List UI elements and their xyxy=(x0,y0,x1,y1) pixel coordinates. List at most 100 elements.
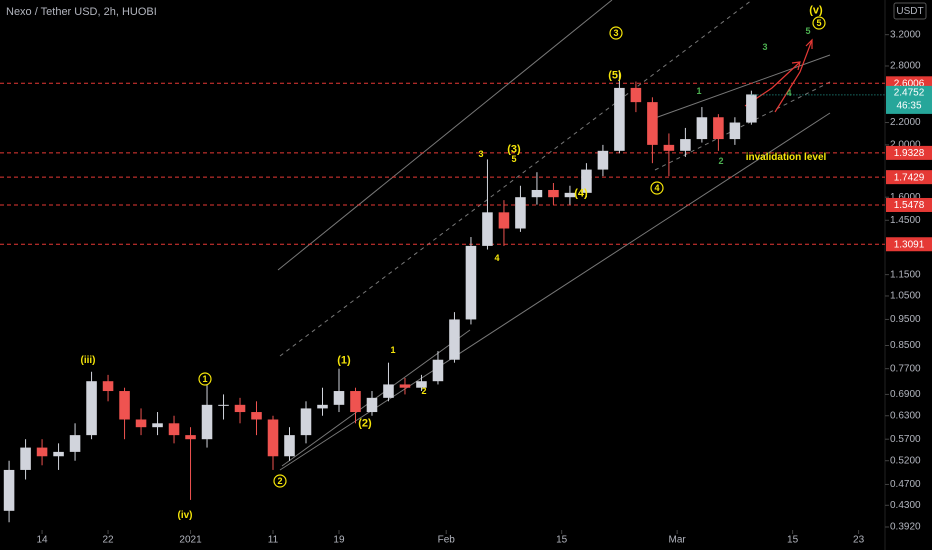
candle-body xyxy=(284,435,295,457)
candle-body xyxy=(218,404,229,406)
candles xyxy=(3,70,757,523)
candle-body xyxy=(399,384,411,388)
candle-body xyxy=(102,381,114,392)
candle-body xyxy=(53,451,64,457)
candle-body xyxy=(168,423,180,436)
last-price-tag xyxy=(886,85,932,114)
candle-body xyxy=(317,404,328,409)
wave-label: 3 xyxy=(478,149,483,159)
candle-body xyxy=(432,359,444,382)
candle-body xyxy=(614,87,625,151)
wave-label: (1) xyxy=(337,354,351,366)
candle-body xyxy=(267,419,279,457)
wave-circle xyxy=(198,372,212,386)
arrow-head xyxy=(791,61,801,71)
wave-label: 2 xyxy=(718,156,723,166)
y-tick-label: 0.4700 xyxy=(890,479,921,490)
wave-label: (iv) xyxy=(178,510,193,521)
candle-body xyxy=(531,189,543,198)
level-label: 1.3091 xyxy=(894,239,925,250)
y-tick-label: 0.9500 xyxy=(890,314,921,325)
y-tick-label: 0.7700 xyxy=(890,363,921,374)
candle-body xyxy=(20,447,31,470)
wedge-line xyxy=(654,81,831,171)
last-price-label: 2.4752 xyxy=(894,88,925,99)
x-tick-label: 22 xyxy=(102,535,114,546)
wave-label: 2 xyxy=(277,476,282,486)
y-tick-label: 1.1500 xyxy=(890,269,921,280)
level-tag xyxy=(886,237,932,252)
candle-body xyxy=(680,139,691,151)
x-tick-label: Feb xyxy=(438,535,456,546)
wave-circle xyxy=(609,26,623,40)
candle-body xyxy=(482,212,493,246)
candle-body xyxy=(696,117,708,140)
wave-label: invalidation level xyxy=(746,152,827,163)
wave-label: 5 xyxy=(816,18,821,28)
x-tick-label: 19 xyxy=(333,535,345,546)
level-label: 1.5478 xyxy=(894,200,925,211)
level-tag xyxy=(886,197,932,212)
candle-body xyxy=(36,447,48,457)
candle-body xyxy=(119,391,130,420)
x-tick-label: 2021 xyxy=(179,535,202,546)
wedge-line xyxy=(654,54,831,119)
candle-body xyxy=(350,391,361,413)
y-tick-label: 1.0500 xyxy=(890,291,921,302)
wave-label: (iii) xyxy=(81,355,96,366)
wave-label: 1 xyxy=(696,86,701,96)
level-label: 1.9328 xyxy=(894,148,925,159)
candle-body xyxy=(647,102,658,145)
candle-body xyxy=(185,435,196,440)
wave-label: 4 xyxy=(494,253,499,263)
candle-body xyxy=(498,212,510,229)
candle-body xyxy=(564,192,576,198)
wave-label: 4 xyxy=(786,88,791,98)
candle-body xyxy=(383,384,394,398)
y-tick-label: 0.6900 xyxy=(890,389,921,400)
candle-body xyxy=(3,469,15,511)
countdown: 46:35 xyxy=(896,101,921,112)
candle-body xyxy=(86,381,97,436)
y-tick-label: 0.6300 xyxy=(890,410,921,421)
arrow xyxy=(774,39,813,113)
candle-body xyxy=(333,391,345,405)
wave-label: (4) xyxy=(574,187,588,199)
candle-body xyxy=(300,408,312,436)
wave-label: 3 xyxy=(762,42,767,52)
x-tick-label: 15 xyxy=(787,535,799,546)
currency: USDT xyxy=(896,6,923,17)
candle-body xyxy=(630,87,642,103)
y-tick-label: 1.4500 xyxy=(890,215,921,226)
level-label: 1.7429 xyxy=(894,172,925,183)
y-tick-label: 3.2000 xyxy=(890,29,921,40)
y-tick-label: 0.5700 xyxy=(890,434,921,445)
wave-label: (2) xyxy=(358,417,372,429)
candle-body xyxy=(729,122,741,140)
y-tick-label: 0.5200 xyxy=(890,455,921,466)
level-label: 2.6006 xyxy=(894,78,925,89)
level-tag xyxy=(886,145,932,160)
candle-body xyxy=(663,144,675,151)
candle-body xyxy=(201,404,213,440)
wave-label: 1 xyxy=(390,345,395,355)
wave-label: 5 xyxy=(805,26,810,36)
wave-label: 5 xyxy=(511,154,516,164)
candle-body xyxy=(69,435,81,452)
candle-body xyxy=(746,94,757,123)
wave-label: (3) xyxy=(507,143,521,155)
y-tick-label: 0.4300 xyxy=(890,500,921,511)
candle-body xyxy=(152,423,163,428)
y-tick-label: 2.8000 xyxy=(890,61,921,72)
candle-body xyxy=(449,319,460,360)
x-tick-label: Mar xyxy=(669,535,687,546)
y-tick-label: 1.6000 xyxy=(890,192,921,203)
candle-body xyxy=(515,197,526,229)
wave-label: 2 xyxy=(421,386,426,396)
candle-body xyxy=(416,381,427,388)
channel-line xyxy=(277,0,613,271)
currency-box xyxy=(893,2,927,20)
x-tick-label: 23 xyxy=(853,535,865,546)
